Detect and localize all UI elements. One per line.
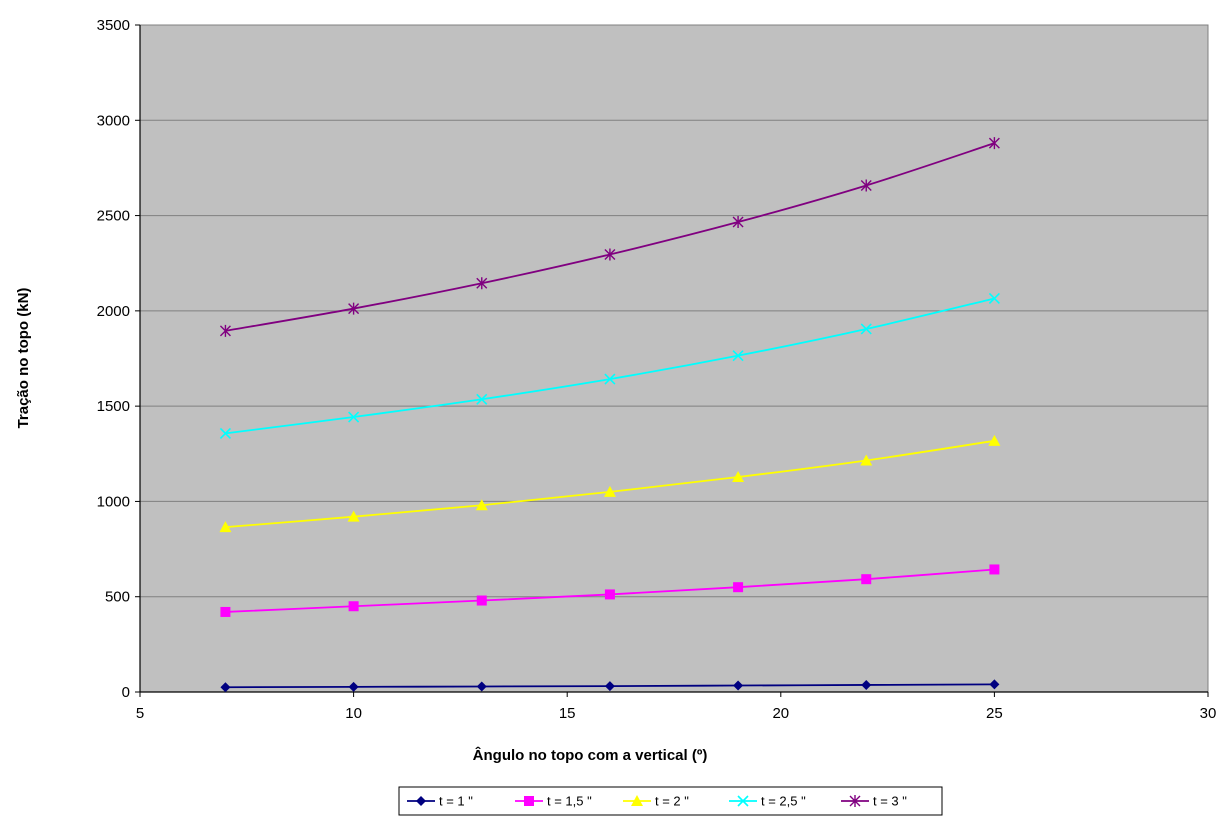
y-tick-label: 1000 [97, 493, 130, 510]
data-point [476, 595, 487, 606]
data-point [988, 434, 1001, 446]
x-tick-label: 30 [1200, 705, 1217, 722]
legend-label: t = 3 " [873, 794, 907, 809]
data-point [219, 521, 232, 533]
y-axis-title: Tração no topo (kN) [15, 288, 32, 429]
x-tick-label: 25 [986, 705, 1003, 722]
legend-item: t = 1,5 " [515, 794, 592, 809]
series-layer [219, 137, 1001, 693]
data-point [476, 393, 488, 405]
data-point [989, 564, 1000, 575]
x-tick-label: 10 [345, 705, 362, 722]
series-5 [219, 137, 1000, 337]
data-point [348, 411, 360, 423]
data-point [604, 373, 616, 385]
data-point [860, 454, 873, 466]
data-point [861, 679, 872, 690]
legend-item: t = 1 " [407, 794, 473, 809]
data-point [989, 679, 1000, 690]
legend-item: t = 3 " [841, 794, 907, 809]
data-point [220, 606, 231, 617]
x-tick-labels: 5 10 15 20 25 30 [136, 692, 1217, 722]
legend-item: t = 2,5 " [729, 794, 806, 809]
data-point [220, 682, 231, 693]
y-tick-label: 3000 [97, 112, 130, 129]
data-point [219, 427, 232, 439]
data-point [860, 179, 872, 192]
data-point [732, 216, 744, 229]
legend-item: t = 2 " [623, 794, 689, 809]
y-tick-labels: 0 500 1000 1500 2000 2500 3000 3500 [97, 17, 140, 701]
plot-area [139, 24, 1209, 693]
data-point [416, 796, 426, 806]
data-point [732, 471, 745, 483]
x-axis-title: Ângulo no topo com a vertical (º) [473, 746, 708, 764]
data-point [604, 681, 615, 692]
legend-label: t = 2,5 " [761, 794, 806, 809]
y-tick-label: 3500 [97, 17, 130, 34]
data-point [476, 681, 487, 692]
legend: t = 1 " t = 1,5 " t = 2 " t = 2,5 " t = 3 " [398, 786, 943, 816]
gridlines [140, 119, 1208, 598]
data-point [988, 137, 1000, 150]
series-3 [219, 434, 1001, 533]
data-point [732, 350, 744, 362]
data-point [475, 499, 488, 511]
data-point [737, 795, 749, 807]
data-point [348, 681, 359, 692]
data-point [733, 680, 744, 691]
data-point [604, 589, 615, 600]
series-2 [220, 564, 1000, 617]
data-point [604, 248, 616, 261]
data-point [603, 485, 616, 497]
x-tick-label: 5 [136, 705, 144, 722]
data-point [860, 323, 872, 335]
data-point [347, 510, 360, 522]
legend-label: t = 1,5 " [547, 794, 592, 809]
series-1 [220, 679, 1000, 693]
data-point [733, 582, 744, 593]
y-tick-label: 2500 [97, 208, 130, 225]
data-point [988, 292, 1000, 305]
x-tick-label: 15 [559, 705, 576, 722]
y-tick-label: 2000 [97, 303, 130, 320]
y-tick-label: 0 [122, 684, 130, 701]
data-point [524, 796, 534, 806]
data-point [631, 795, 643, 806]
data-point [861, 574, 872, 585]
y-tick-label: 500 [105, 589, 130, 606]
data-point [348, 302, 360, 315]
x-tick-label: 20 [772, 705, 789, 722]
legend-label: t = 1 " [439, 794, 473, 809]
y-tick-label: 1500 [97, 398, 130, 415]
data-point [476, 277, 488, 290]
data-point [348, 601, 359, 612]
series-4 [219, 292, 1000, 439]
data-point [219, 324, 231, 337]
legend-label: t = 2 " [655, 794, 689, 809]
data-point [849, 795, 861, 807]
